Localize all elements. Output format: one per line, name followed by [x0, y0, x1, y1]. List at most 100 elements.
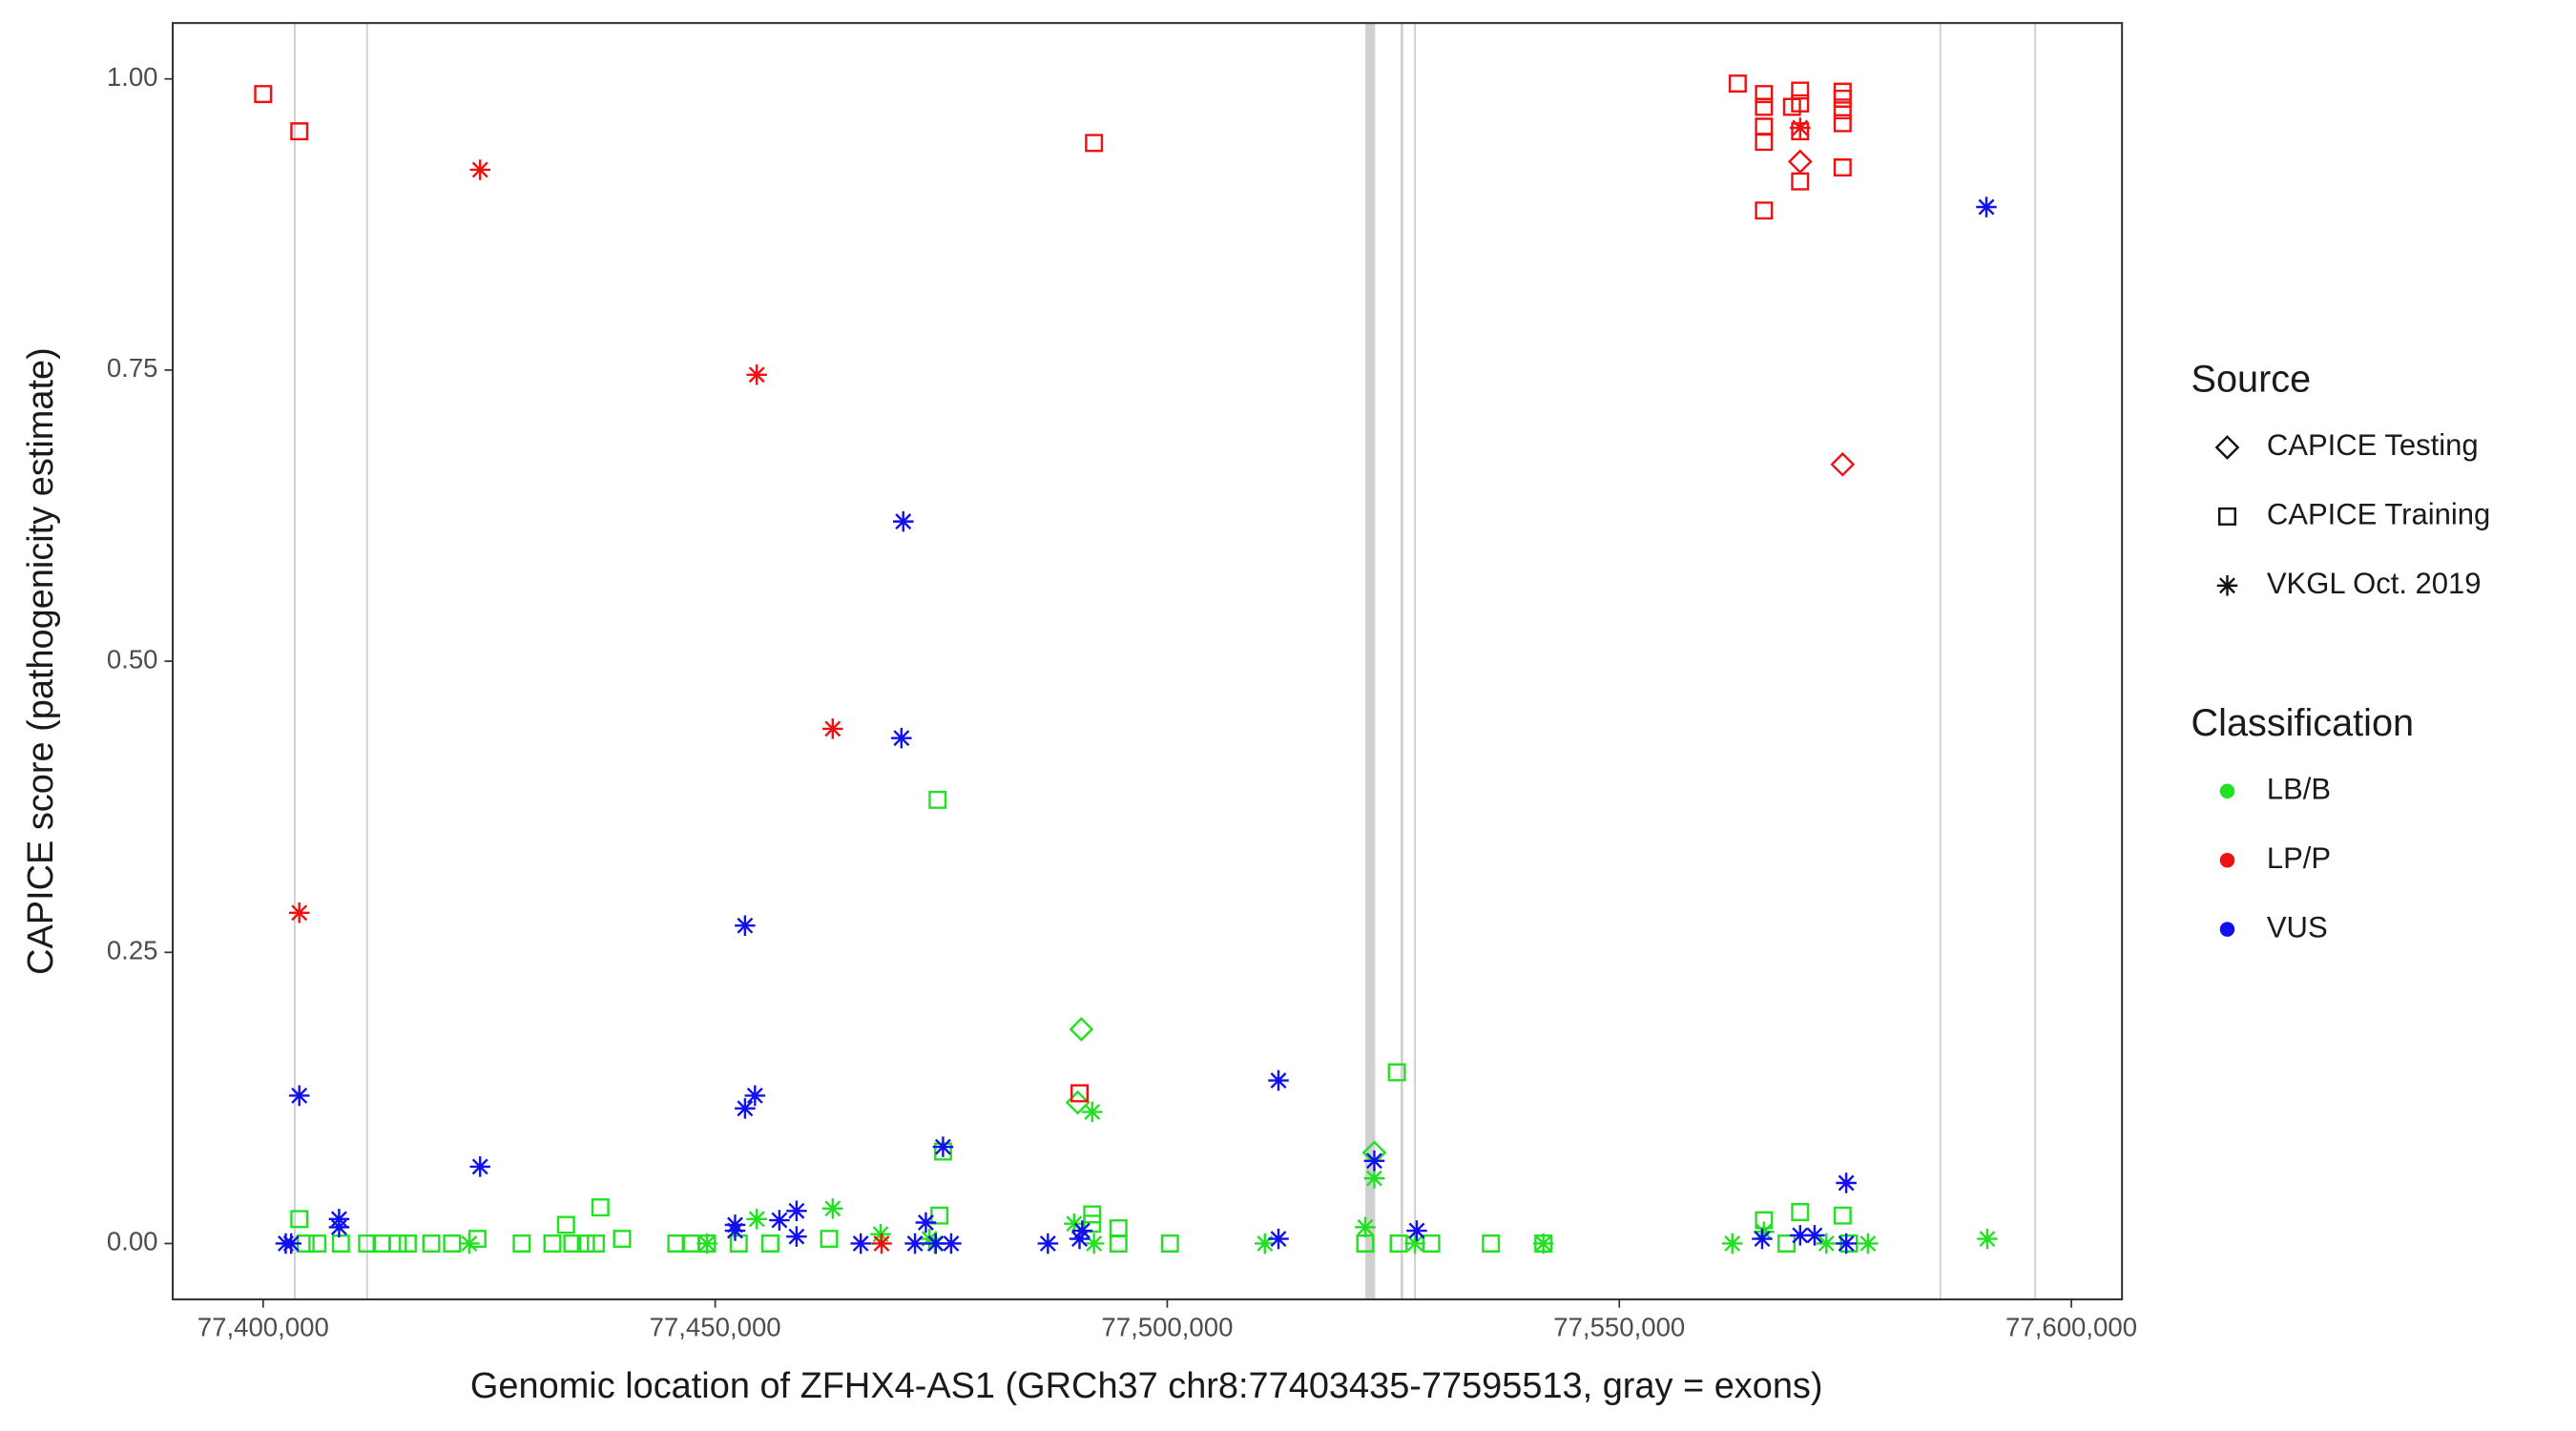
point	[735, 915, 756, 936]
point	[1387, 1063, 1406, 1082]
point	[1534, 1234, 1553, 1253]
point	[1976, 197, 1997, 218]
x-axis-title: Genomic location of ZFHX4-AS1 (GRCh37 ch…	[470, 1366, 1823, 1406]
point	[746, 364, 767, 385]
point	[820, 1230, 839, 1249]
point	[1836, 1172, 1857, 1193]
point	[469, 1156, 490, 1177]
point	[1791, 122, 1810, 141]
axis-layer: 77,400,000 77,450,000 77,500,000 77,550,000…	[107, 62, 2137, 1341]
point	[1422, 1234, 1441, 1253]
point	[724, 1220, 746, 1241]
point	[1363, 1168, 1385, 1189]
exon	[2034, 23, 2037, 1300]
point	[1833, 114, 1852, 133]
point	[556, 1215, 575, 1234]
point	[459, 1233, 480, 1255]
exon	[365, 23, 368, 1300]
point	[925, 1233, 946, 1255]
point	[1755, 97, 1774, 116]
x-tick-label: 77,400,000	[197, 1312, 329, 1341]
point	[822, 1198, 843, 1219]
legend-label: VKGL Oct. 2019	[2267, 567, 2482, 600]
y-tick-label: 0.00	[107, 1227, 158, 1256]
point-layer	[254, 74, 1998, 1255]
point	[1755, 201, 1774, 220]
y-tick-label: 0.75	[107, 353, 158, 383]
legend-symbol	[2219, 783, 2235, 799]
point	[697, 1234, 717, 1253]
legend-symbol	[2218, 507, 2236, 526]
point	[308, 1234, 327, 1253]
legend-label: VUS	[2267, 910, 2328, 944]
point	[543, 1234, 562, 1253]
point	[891, 727, 912, 749]
point	[331, 1234, 350, 1253]
point	[1268, 1228, 1289, 1250]
point	[871, 1233, 892, 1255]
point	[1858, 1233, 1879, 1255]
point	[512, 1234, 531, 1253]
point	[288, 1085, 310, 1107]
point	[1833, 1206, 1852, 1225]
point	[1830, 451, 1856, 477]
point	[735, 1098, 756, 1119]
point	[769, 1210, 790, 1231]
point	[1791, 93, 1810, 113]
point	[1836, 1233, 1857, 1255]
point	[469, 159, 490, 180]
point	[1064, 1213, 1085, 1234]
point	[1790, 117, 1811, 138]
exon	[1939, 23, 1942, 1300]
legend-label: LP/P	[2267, 841, 2331, 875]
point	[1069, 1016, 1094, 1042]
legend-title: Classification	[2192, 702, 2415, 744]
point	[928, 790, 947, 809]
point	[1777, 1234, 1797, 1253]
point	[1109, 1234, 1128, 1253]
point	[1790, 1225, 1811, 1246]
point	[422, 1234, 441, 1253]
point	[591, 1198, 610, 1217]
point	[932, 1136, 954, 1157]
point	[288, 902, 310, 923]
point	[1069, 1228, 1091, 1250]
point	[1833, 158, 1852, 176]
exon	[1364, 23, 1376, 1300]
point	[290, 122, 309, 141]
legend-title: Source	[2192, 358, 2312, 400]
y-tick-label: 1.00	[107, 62, 158, 92]
point	[1532, 1233, 1554, 1255]
point	[1355, 1216, 1376, 1238]
point	[1083, 1214, 1102, 1234]
point	[1755, 1211, 1774, 1230]
point	[1082, 1101, 1103, 1123]
exon	[1414, 23, 1417, 1300]
point	[1268, 1069, 1289, 1091]
point	[822, 718, 843, 739]
legend-symbol	[2219, 852, 2235, 868]
point	[1255, 1233, 1276, 1255]
legend-label: CAPICE Training	[2267, 498, 2490, 531]
point	[290, 1210, 309, 1229]
y-tick-label: 0.25	[107, 936, 158, 965]
legend-symbol	[2214, 435, 2240, 460]
exon-layer	[294, 23, 2037, 1300]
point	[1791, 172, 1810, 191]
point	[587, 1234, 606, 1253]
point	[398, 1234, 417, 1253]
point	[254, 85, 273, 104]
y-tick-label: 0.50	[107, 644, 158, 674]
legend-symbol	[2216, 575, 2238, 596]
point	[1752, 1228, 1773, 1250]
point	[941, 1233, 962, 1255]
point	[1406, 1220, 1427, 1241]
point	[1721, 1233, 1743, 1255]
point	[1160, 1234, 1179, 1253]
legend-symbol	[2219, 922, 2235, 937]
point	[280, 1233, 301, 1255]
point	[786, 1200, 807, 1222]
point	[1787, 149, 1813, 175]
legend: Source CAPICE Testing CAPICE Training VKGL …	[2192, 358, 2491, 944]
